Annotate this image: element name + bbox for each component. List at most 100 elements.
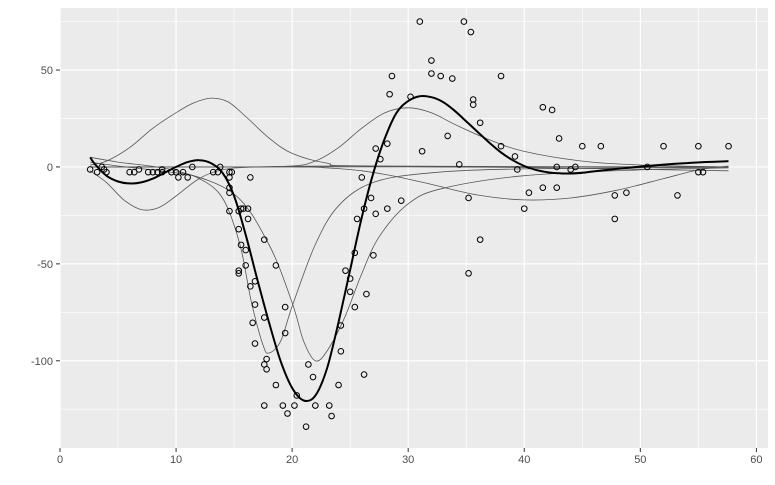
data-point xyxy=(263,366,270,373)
data-point xyxy=(351,249,359,257)
data-point xyxy=(623,189,630,197)
data-point xyxy=(309,373,317,381)
data-point xyxy=(226,184,233,191)
data-point xyxy=(513,166,521,173)
data-point xyxy=(476,236,484,243)
data-point xyxy=(272,262,280,269)
data-point xyxy=(353,215,361,223)
data-point xyxy=(247,174,254,181)
data-point xyxy=(611,192,619,199)
data-point xyxy=(247,283,254,290)
data-point xyxy=(388,72,396,80)
data-point xyxy=(184,174,191,181)
data-point xyxy=(553,184,561,191)
data-point xyxy=(86,166,94,173)
x-tick-label: 30 xyxy=(402,454,414,466)
data-point xyxy=(235,225,243,233)
data-point xyxy=(281,329,289,337)
data-point xyxy=(465,194,472,202)
data-point xyxy=(244,215,252,223)
data-point xyxy=(407,93,414,101)
axis-ticks xyxy=(56,69,757,452)
data-point xyxy=(237,241,245,249)
data-point xyxy=(249,319,256,327)
plot-panel xyxy=(60,8,768,448)
data-point xyxy=(465,270,472,277)
data-point xyxy=(281,303,289,311)
data-point xyxy=(328,412,335,420)
x-tick-label: 10 xyxy=(170,454,182,466)
data-point xyxy=(237,205,245,212)
data-point xyxy=(460,18,468,25)
data-point xyxy=(228,168,236,176)
basis-curve xyxy=(90,161,729,354)
data-points xyxy=(86,18,732,430)
data-point xyxy=(674,192,681,199)
data-point xyxy=(251,278,259,285)
x-tick-label: 60 xyxy=(750,454,762,466)
data-point xyxy=(235,270,243,277)
basis-curve xyxy=(90,166,729,172)
y-tick-label: -100 xyxy=(31,356,53,368)
data-point xyxy=(226,207,233,215)
data-point xyxy=(397,197,405,204)
data-point xyxy=(360,371,368,378)
data-point xyxy=(358,174,366,181)
data-point xyxy=(386,90,393,98)
data-point xyxy=(346,288,354,296)
data-point xyxy=(418,147,426,155)
data-point xyxy=(251,301,259,308)
data-point xyxy=(126,168,133,176)
data-point xyxy=(539,184,547,191)
basis-curves xyxy=(89,97,729,362)
data-point xyxy=(103,168,110,176)
data-point xyxy=(660,142,667,150)
data-point xyxy=(337,322,345,329)
data-point xyxy=(572,163,579,171)
data-point xyxy=(467,28,475,36)
data-point xyxy=(325,402,333,409)
data-point xyxy=(335,381,342,389)
data-point xyxy=(351,303,359,311)
y-tick-label: -50 xyxy=(37,259,53,271)
x-tick-label: 20 xyxy=(286,454,298,466)
data-point xyxy=(291,402,298,409)
data-point xyxy=(172,168,180,176)
basis-curve xyxy=(90,97,729,168)
data-point xyxy=(242,246,250,254)
data-point xyxy=(279,402,287,409)
data-point xyxy=(476,119,484,127)
data-point xyxy=(293,392,301,399)
x-tick-label: 40 xyxy=(518,454,530,466)
data-point xyxy=(312,402,319,409)
data-point xyxy=(337,347,345,355)
basis-curve xyxy=(90,107,729,168)
data-point xyxy=(346,275,354,282)
data-point xyxy=(240,205,247,212)
data-point xyxy=(235,267,243,274)
data-point xyxy=(553,163,561,171)
data-point xyxy=(360,205,368,212)
data-point xyxy=(372,145,379,152)
data-point xyxy=(272,381,280,389)
data-point xyxy=(305,361,312,368)
data-point xyxy=(175,174,182,181)
data-point xyxy=(168,168,175,176)
data-point xyxy=(149,168,157,176)
data-point xyxy=(449,75,456,82)
data-point xyxy=(548,106,556,114)
data-point xyxy=(497,142,505,150)
data-point xyxy=(520,205,528,212)
data-point xyxy=(158,168,166,176)
data-point xyxy=(209,168,217,176)
data-point xyxy=(363,290,370,298)
data-point xyxy=(578,142,586,150)
data-point xyxy=(189,163,196,171)
data-point xyxy=(93,168,101,176)
data-point xyxy=(260,236,268,243)
data-point xyxy=(611,215,619,223)
data-point xyxy=(384,140,391,147)
data-point xyxy=(469,101,477,109)
